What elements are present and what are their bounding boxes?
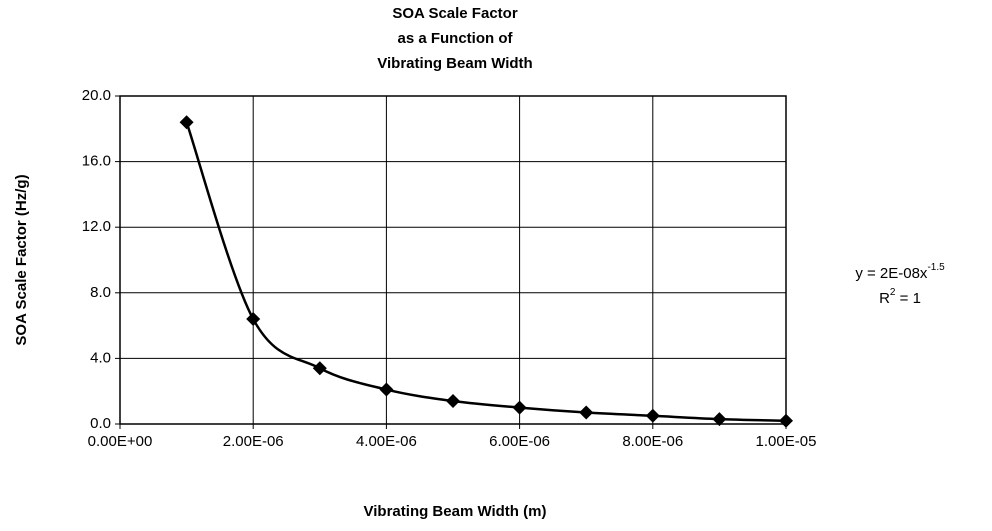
chart-title: Vibrating Beam Width xyxy=(377,55,532,72)
trendline-equation: y = 2E-08x-1.5 xyxy=(855,262,945,282)
plot-area xyxy=(120,96,786,424)
y-tick-label: 4.0 xyxy=(90,349,111,366)
y-tick-label: 8.0 xyxy=(90,284,111,301)
x-tick-label: 0.00E+00 xyxy=(88,433,153,450)
equation-exponent: -1.5 xyxy=(927,262,945,273)
x-axis-label: Vibrating Beam Width (m) xyxy=(364,503,547,520)
point xyxy=(645,408,660,423)
equation-text: y = 2E-08x xyxy=(855,265,928,282)
r-squared: R2 = 1 xyxy=(879,287,921,307)
r-value: = 1 xyxy=(895,290,920,307)
point xyxy=(312,361,327,376)
chart-title: as a Function of xyxy=(397,30,513,47)
plot-border xyxy=(119,95,787,425)
point xyxy=(712,412,727,427)
y-tick-label: 20.0 xyxy=(82,87,111,104)
point xyxy=(779,413,793,428)
point xyxy=(512,400,527,415)
point xyxy=(379,382,394,397)
r-exponent: 2 xyxy=(890,287,896,298)
x-tick-label: 6.00E-06 xyxy=(489,433,550,450)
y-axis-label: SOA Scale Factor (Hz/g) xyxy=(13,174,30,345)
point xyxy=(579,405,594,420)
x-tick-label: 8.00E-06 xyxy=(622,433,683,450)
chart-title: SOA Scale Factor xyxy=(392,5,517,22)
x-tick-label: 2.00E-06 xyxy=(223,433,284,450)
x-tick-label: 1.00E-05 xyxy=(756,433,817,450)
point xyxy=(179,115,194,130)
y-tick-label: 0.0 xyxy=(90,415,111,432)
r-text: R xyxy=(879,290,890,307)
y-tick-label: 16.0 xyxy=(82,153,111,170)
x-tick-label: 4.00E-06 xyxy=(356,433,417,450)
y-tick-label: 12.0 xyxy=(82,218,111,235)
point xyxy=(446,394,460,409)
point xyxy=(246,312,261,327)
